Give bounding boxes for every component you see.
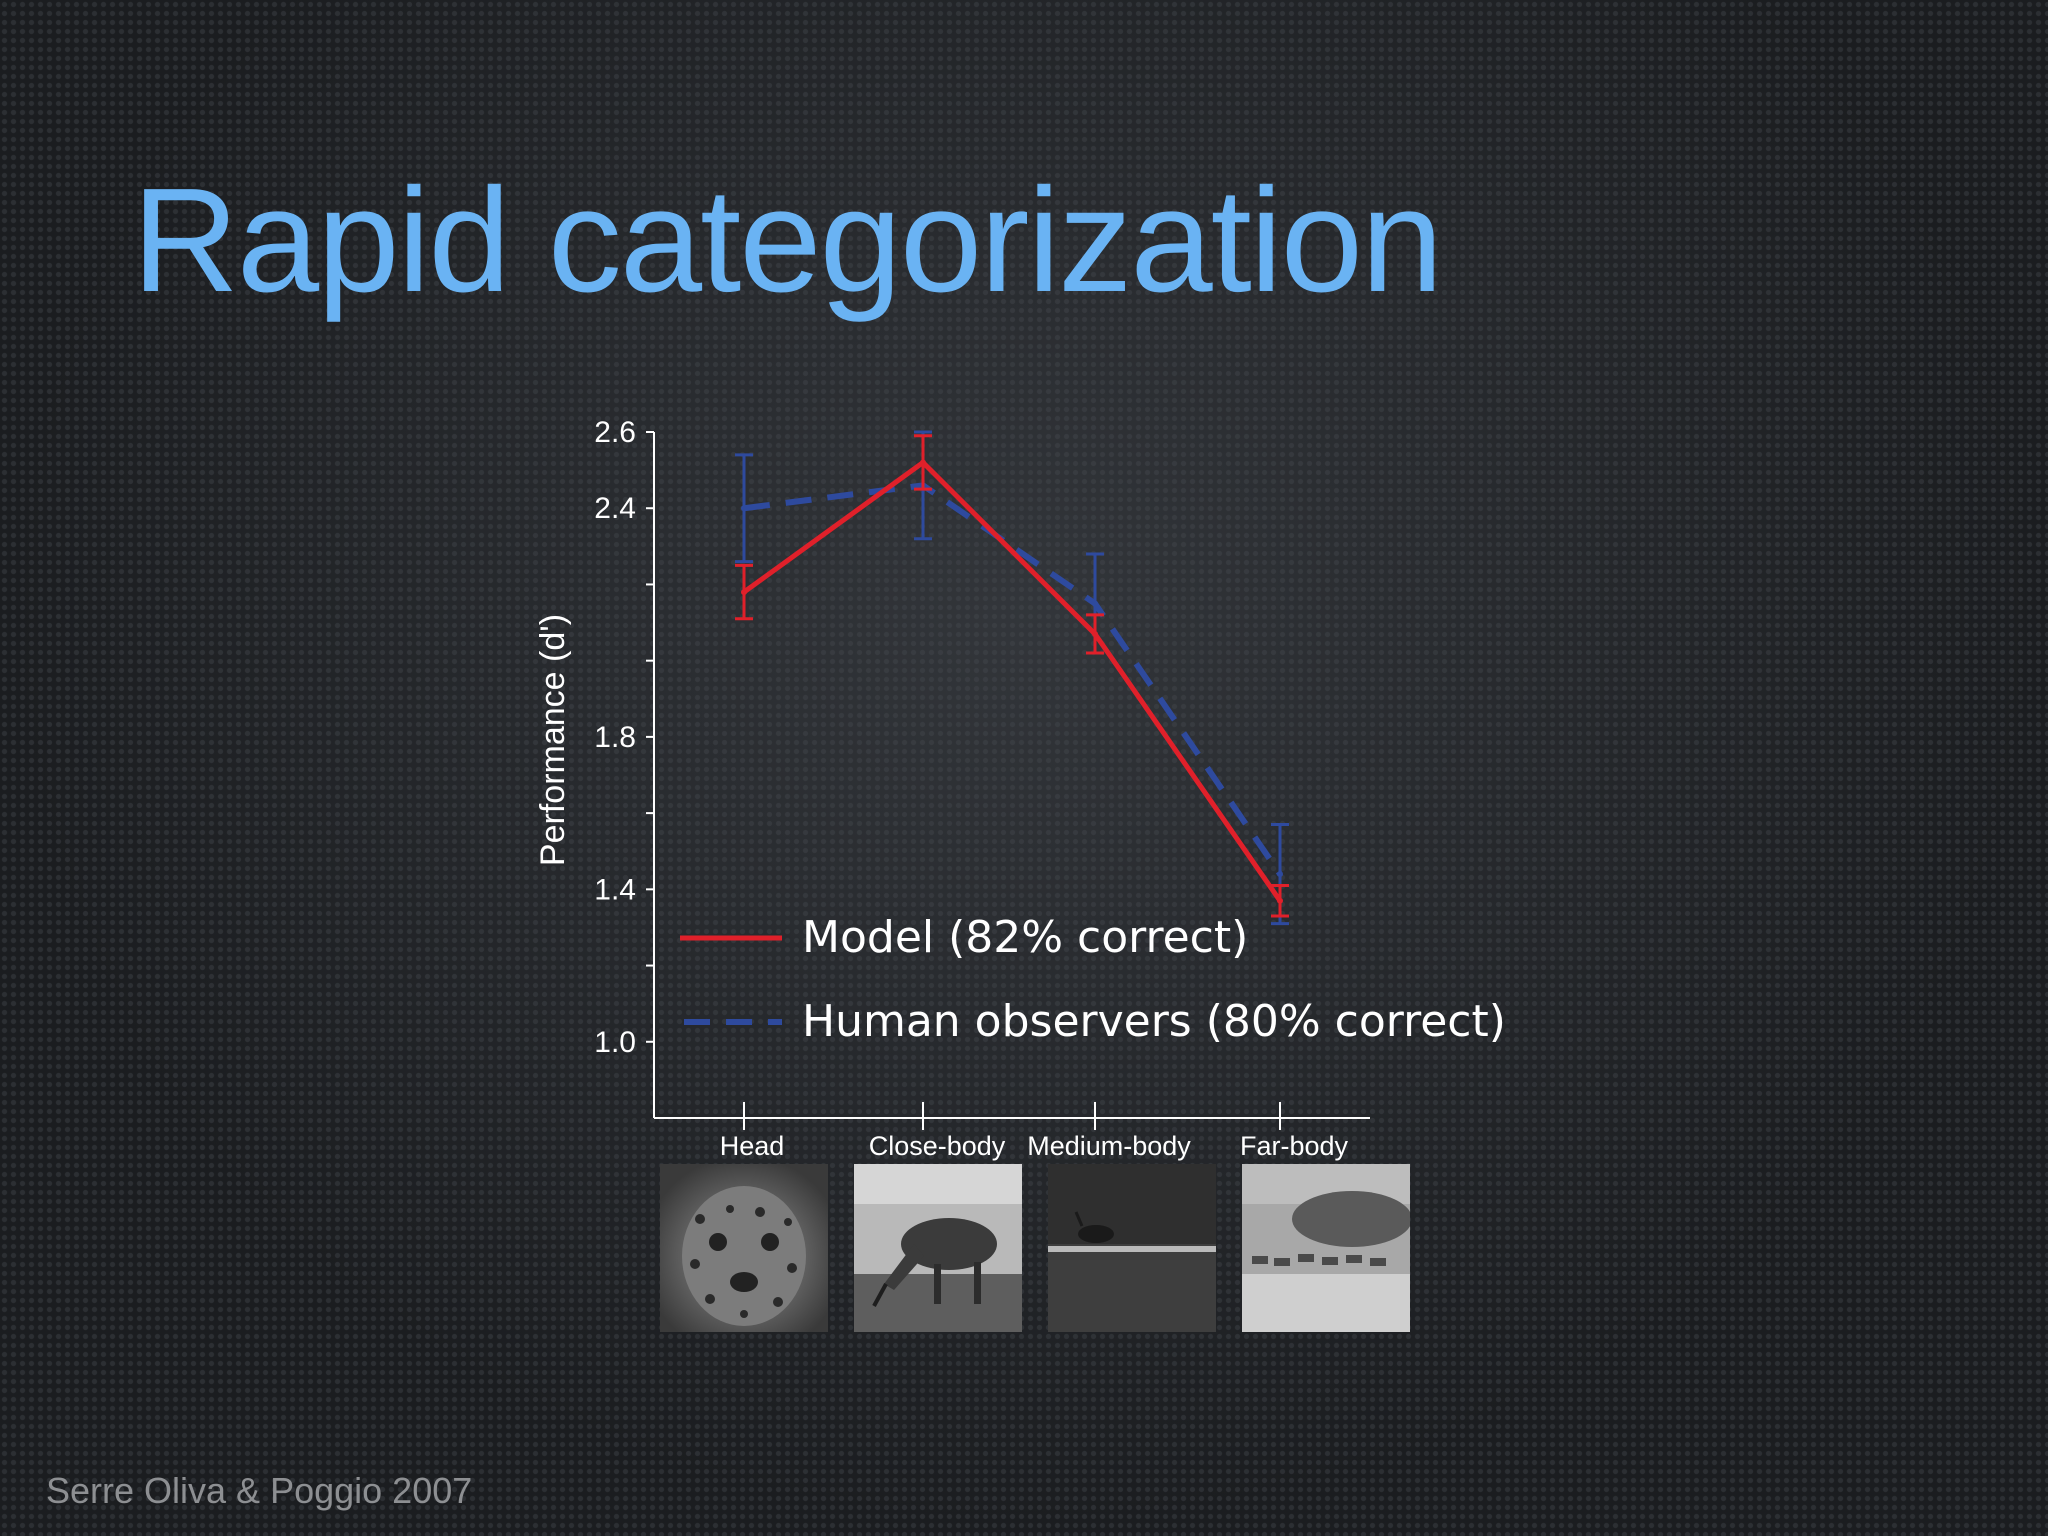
antelope-close-photo-icon	[854, 1164, 1022, 1332]
citation: Serre Oliva & Poggio 2007	[46, 1470, 473, 1511]
leopard-head-photo-icon	[660, 1164, 828, 1332]
legend-model-label: Model (82% correct)	[802, 912, 1248, 963]
data-point	[741, 505, 747, 512]
y-tick-label: 2.4	[594, 492, 636, 525]
chart-series	[735, 430, 1289, 926]
y-tick-label: 1.0	[594, 1026, 636, 1059]
x-tick-label: Medium-body	[1027, 1131, 1191, 1161]
herd-far-photo-icon	[1242, 1164, 1410, 1332]
data-point	[1092, 630, 1098, 637]
y-tick-label: 1.8	[594, 721, 636, 754]
data-point	[1092, 600, 1098, 607]
slide-title: Rapid categorization	[132, 158, 1443, 323]
error-bar	[735, 453, 753, 564]
data-point	[920, 459, 926, 466]
error-bar	[914, 434, 932, 491]
data-point	[1277, 871, 1283, 878]
series-model	[735, 434, 1289, 918]
error-bar	[735, 563, 753, 621]
chart-legend: Model (82% correct) Human observers (80%…	[680, 912, 1506, 1047]
y-tick-label: 1.4	[594, 873, 636, 906]
y-tick-label: 2.6	[594, 416, 636, 449]
chart-axes	[653, 432, 1370, 1119]
series-line	[742, 459, 1283, 903]
series-human	[735, 430, 1289, 926]
x-tick-label: Close-body	[869, 1131, 1006, 1161]
x-axis-ticks: Head Close-body Medium-body Far-body	[720, 1102, 1349, 1161]
error-bar	[1086, 613, 1104, 655]
y-axis-title: Performance (d')	[534, 614, 572, 866]
data-point	[741, 589, 747, 596]
y-axis-ticks: 1.0 1.4 1.8 2.4 2.6	[594, 416, 654, 1059]
legend-human-label: Human observers (80% correct)	[802, 996, 1506, 1047]
error-bar	[1271, 884, 1289, 918]
data-point	[1277, 897, 1283, 904]
x-tick-label: Far-body	[1240, 1131, 1349, 1161]
series-line	[743, 482, 1283, 876]
animal-medium-photo-icon	[1048, 1164, 1216, 1332]
x-tick-label: Head	[720, 1131, 785, 1161]
